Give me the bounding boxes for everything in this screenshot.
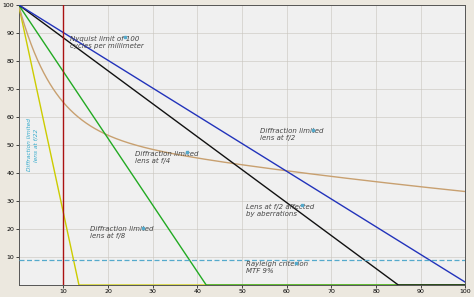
Text: Diffraction limited
lens at f/2: Diffraction limited lens at f/2 bbox=[260, 128, 323, 141]
Text: Diffraction limited
lens at f/22: Diffraction limited lens at f/22 bbox=[27, 119, 38, 171]
Text: Diffraction limited
lens at f/8: Diffraction limited lens at f/8 bbox=[90, 226, 154, 239]
Text: Rayleigh criterion
MTF 9%: Rayleigh criterion MTF 9% bbox=[246, 261, 309, 274]
Text: Lens at f/2 affected
by aberrations: Lens at f/2 affected by aberrations bbox=[246, 204, 315, 217]
Text: Diffraction limited
lens at f/4: Diffraction limited lens at f/4 bbox=[135, 151, 198, 164]
Text: Nyquist limit of 100
cycles per millimeter: Nyquist limit of 100 cycles per millimet… bbox=[70, 36, 144, 49]
